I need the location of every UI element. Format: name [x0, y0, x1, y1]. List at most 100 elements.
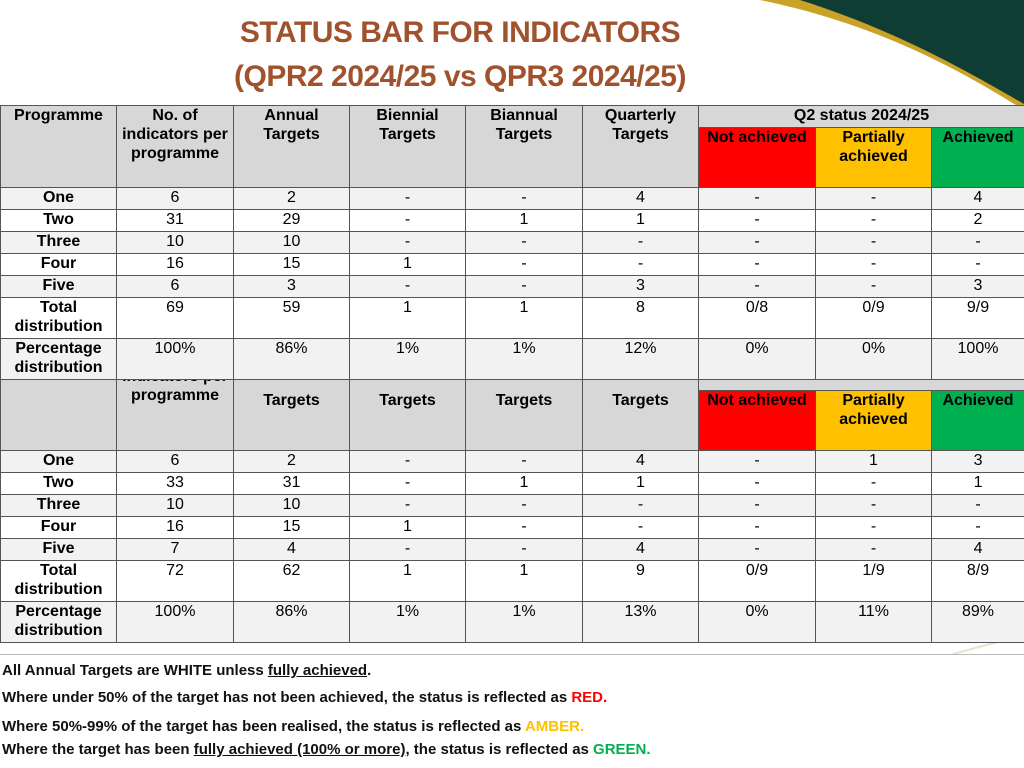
table-cell: -	[815, 494, 932, 517]
table-cell: -	[815, 253, 932, 276]
table-cell: 0%	[815, 338, 932, 380]
row-label: Five	[0, 275, 117, 298]
note-red: Where under 50% of the target has not be…	[2, 689, 607, 706]
table-cell: 6	[116, 275, 234, 298]
row-label: Three	[0, 494, 117, 517]
table-cell: -	[815, 538, 932, 561]
header-biennial: Biennial Targets	[349, 105, 466, 188]
table-cell: 10	[116, 231, 234, 254]
table-cell: -	[931, 253, 1024, 276]
page-title-line2: (QPR2 2024/25 vs QPR3 2024/25)	[234, 60, 686, 93]
table-cell: 100%	[931, 338, 1024, 380]
table-row: Five 6 3- -3- -3	[0, 275, 1024, 298]
table-body: One 6 2- -4- -4 Two 31 29-1 1- -2 Three 10 10- - - - - - F…	[0, 187, 1024, 380]
table-cell: 89%	[930, 601, 1024, 643]
table-cell: -	[349, 275, 466, 298]
table-cell: 16	[116, 516, 234, 539]
header-achieved: Achieved	[930, 390, 1024, 451]
table-row: Percentage distribution 100% 86% 1% 1% 12% 0% 0…	[0, 338, 1024, 380]
table-body: One 6 2- -4-1 3 Two 33 31-1 1- -1 Three 10 10- - - - - - F…	[0, 450, 1024, 643]
table-cell: -	[465, 516, 583, 539]
table-cell: 100%	[116, 601, 234, 643]
table-cell: 7	[116, 538, 234, 561]
table-row: Two 33 31-1 1- -1	[0, 472, 1024, 495]
table-cell: -	[582, 516, 699, 539]
table-cell: 10	[116, 494, 234, 517]
table-cell: 2	[233, 450, 350, 473]
table-cell: 72	[116, 560, 234, 602]
table-cell: 33	[116, 472, 234, 495]
table-cell: -	[815, 187, 932, 210]
row-label: Five	[0, 538, 117, 561]
table-cell: 1	[465, 560, 583, 602]
table-cell: 13%	[582, 601, 699, 643]
table-cell: -	[698, 516, 816, 539]
table-cell: 1	[349, 516, 466, 539]
table-cell: 100%	[116, 338, 234, 380]
note-amber-word: AMBER.	[524, 718, 585, 735]
table-cell: -	[465, 187, 583, 210]
table-cell: -	[930, 516, 1024, 539]
table-cell: 3	[582, 275, 699, 298]
table-row: Four 16 15 1- - - - -	[0, 516, 1024, 539]
table-cell: -	[698, 538, 816, 561]
table-cell: 1	[465, 472, 583, 495]
row-label: Total distribution	[0, 297, 117, 339]
table-cell: 3	[233, 275, 350, 298]
table-cell: 31	[233, 472, 350, 495]
table-cell: 2	[233, 187, 350, 210]
table-cell: -	[349, 450, 466, 473]
table-cell: -	[349, 538, 466, 561]
table-cell: 3	[930, 450, 1024, 473]
table-cell: 10	[233, 494, 350, 517]
table-cell: 62	[233, 560, 350, 602]
table-cell: 1	[582, 209, 699, 232]
table-cell: 1	[349, 253, 466, 276]
table-row: Two 31 29-1 1- -2	[0, 209, 1024, 232]
table-cell: 4	[582, 450, 699, 473]
table-cell: 29	[233, 209, 350, 232]
table-cell: -	[582, 253, 699, 276]
table-cell: 0%	[698, 601, 816, 643]
note-red-word: RED.	[571, 689, 608, 706]
table-cell: -	[815, 516, 932, 539]
table-cell: 3	[931, 275, 1024, 298]
row-label: Three	[0, 231, 117, 254]
table-cell: -	[815, 209, 932, 232]
status-table-qpr2: Programme No. of indicators per programm…	[0, 105, 1024, 380]
table-cell: 1	[582, 472, 699, 495]
table-cell: 15	[233, 516, 350, 539]
table-row: Percentage distribution 100% 86% 1% 1% 13% 0% 1…	[0, 601, 1024, 643]
table-cell: -	[698, 275, 816, 298]
note-text: Where under 50% of the target has not be…	[2, 689, 572, 706]
note-text: , the status is reflected as	[405, 741, 594, 758]
table-row: Three 10 10- - - - - -	[0, 494, 1024, 517]
header-programme: Programme	[0, 105, 117, 188]
table-cell: -	[465, 494, 583, 517]
table-cell: 16	[116, 253, 234, 276]
table-cell: -	[698, 253, 816, 276]
table-cell: 6	[116, 450, 234, 473]
table-cell: 4	[582, 538, 699, 561]
header-biannual: Biannual Targets	[465, 105, 583, 188]
table-cell: 1%	[465, 338, 583, 380]
table-cell: -	[349, 231, 466, 254]
note-text: .	[367, 662, 372, 679]
table-cell: 0/8	[698, 297, 816, 339]
table-cell: 4	[930, 538, 1024, 561]
table-row: One 6 2- -4-1 3	[0, 450, 1024, 473]
row-label: Percentage distribution	[0, 338, 117, 380]
note-text: Where the target has been	[2, 741, 194, 758]
table-cell: 69	[116, 297, 234, 339]
table-cell: 1	[349, 560, 466, 602]
table-cell: -	[931, 231, 1024, 254]
header-not-achieved: Not achieved	[698, 390, 816, 451]
table-cell: 9	[582, 560, 699, 602]
table-cell: 1%	[349, 338, 466, 380]
table-cell: 2	[931, 209, 1024, 232]
table-cell: -	[698, 231, 816, 254]
table-cell: 1	[465, 297, 583, 339]
status-table-qpr3: indicators per programme Targets Targets…	[0, 342, 1024, 643]
table-cell: -	[465, 450, 583, 473]
table-cell: 6	[116, 187, 234, 210]
